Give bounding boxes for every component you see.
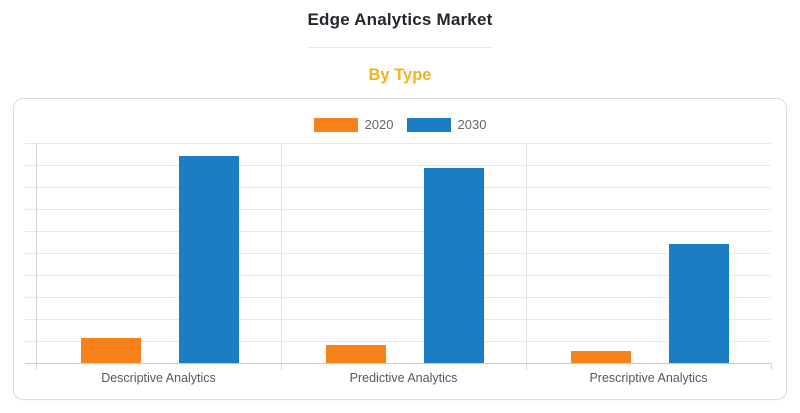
legend-swatch-2030-icon: [406, 118, 451, 132]
category-label: Descriptive Analytics: [101, 371, 216, 385]
gridline: [25, 297, 771, 298]
gridline: [25, 209, 771, 210]
gridline: [25, 165, 771, 166]
bar-2030-predictive[interactable]: [424, 168, 484, 363]
legend-item-2030[interactable]: 2030: [406, 117, 487, 132]
page-title: Edge Analytics Market: [307, 10, 493, 29]
gridline: [25, 341, 771, 342]
x-axis-baseline: [25, 363, 771, 364]
y-axis-line: [36, 143, 37, 370]
chart-legend: 2020 2030: [14, 118, 786, 132]
bar-2020-prescriptive[interactable]: [570, 351, 631, 363]
bar-2030-prescriptive[interactable]: [669, 244, 729, 363]
legend-item-2020[interactable]: 2020: [313, 117, 394, 132]
gridline: [25, 187, 771, 188]
x-axis-tick: [281, 363, 282, 370]
bar-2020-descriptive[interactable]: [80, 338, 141, 363]
bar-2030-descriptive[interactable]: [179, 156, 239, 363]
legend-swatch-2020-icon: [313, 118, 358, 132]
legend-label-2030: 2030: [457, 117, 487, 132]
page-subtitle: By Type: [368, 66, 432, 84]
x-axis-tick: [771, 363, 772, 370]
gridline: [25, 143, 771, 144]
category-label: Prescriptive Analytics: [589, 371, 708, 385]
gridline: [25, 231, 771, 232]
plot-area: Descriptive Analytics Predictive Analytic…: [14, 99, 786, 399]
gridline: [25, 275, 771, 276]
category-separator: [526, 143, 527, 363]
bar-2020-predictive[interactable]: [325, 345, 386, 363]
gridline: [25, 319, 771, 320]
category-separator: [281, 143, 282, 363]
x-axis-tick: [526, 363, 527, 370]
chart-card: 2020 2030 Descriptive Analytics Predictiv…: [13, 98, 787, 400]
category-label: Predictive Analytics: [349, 371, 458, 385]
title-divider: [307, 47, 493, 48]
legend-label-2020: 2020: [364, 117, 394, 132]
gridline: [25, 253, 771, 254]
